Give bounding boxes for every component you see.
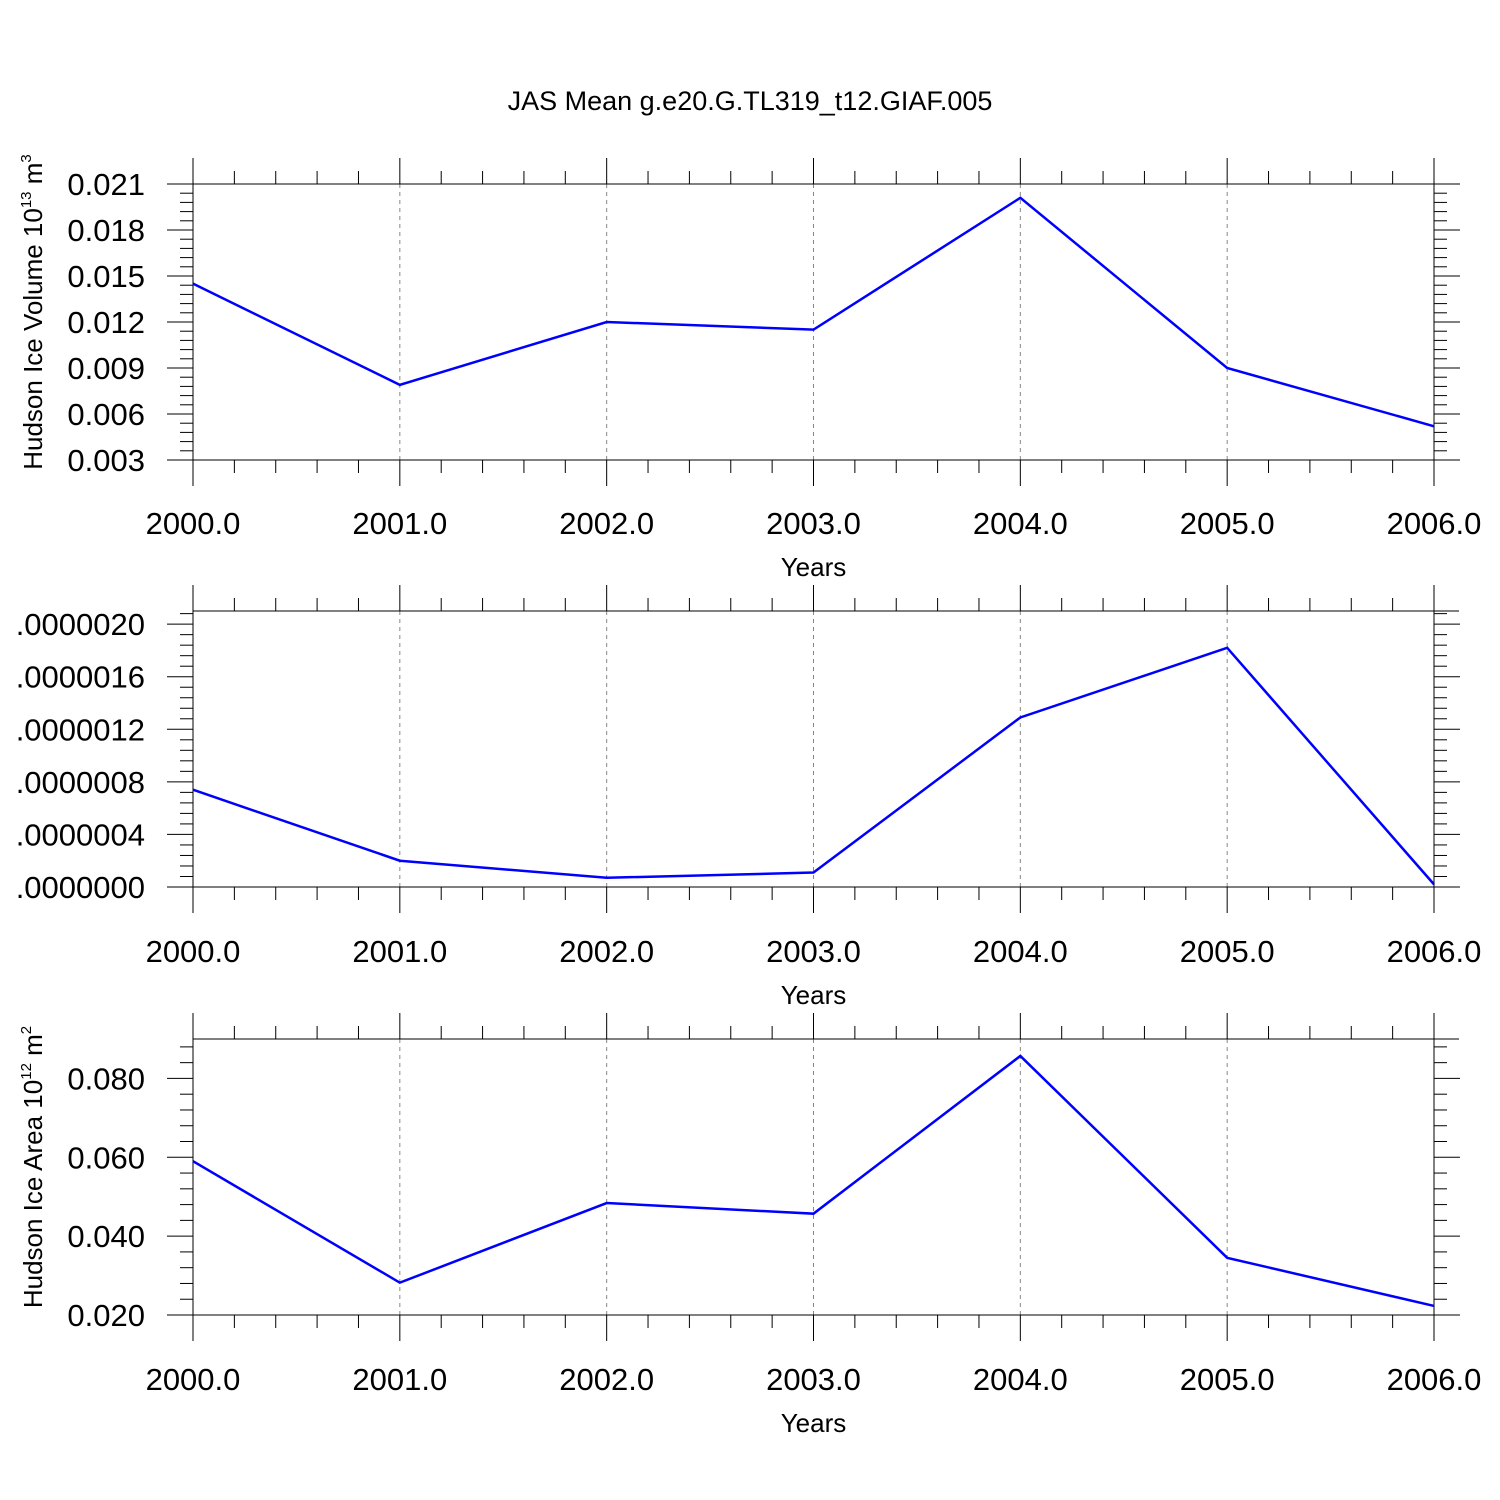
x-tick-label: 2003.0 [766,506,861,541]
x-tick-label: 2004.0 [973,1362,1068,1397]
series-line [192,1054,1435,1308]
page-title: JAS Mean g.e20.G.TL319_t12.GIAF.005 [507,86,993,116]
x-tick-label: 2006.0 [1387,1362,1482,1397]
x-axis-title: Years [781,980,847,1010]
y-tick-label: 0.018 [67,213,145,248]
y-tick-label: 0.060 [67,1140,145,1175]
y-tick-label: .0000016 [16,660,145,695]
y-tick-label: 0.015 [67,259,145,294]
x-tick-label: 2001.0 [352,506,447,541]
y-tick-label: .0000004 [16,817,145,852]
x-tick-label: 2002.0 [559,1362,654,1397]
y-tick-label: .0000008 [16,765,145,800]
y-tick-label: 0.040 [67,1219,145,1254]
x-axis-title: Years [781,1408,847,1438]
x-tick-label: 2003.0 [766,934,861,969]
x-tick-label: 2001.0 [352,934,447,969]
y-tick-label: 0.021 [67,167,145,202]
y-axis-title: Hudson Ice Volume 1013 m3 [18,154,48,470]
y-tick-label: 0.006 [67,397,145,432]
y-tick-label: .0000012 [16,712,145,747]
chart-panel-1: 2000.0 2001.0 2002.0 2003.0 2004.0 2005.0 2006… [18,154,1481,582]
y-tick-label: 0.009 [67,351,145,386]
y-tick-label: .0000020 [16,607,145,642]
y-tick-label: 0.003 [67,443,145,478]
x-tick-label: 2004.0 [973,506,1068,541]
series-line [192,646,1435,886]
y-tick-label: 0.012 [67,305,145,340]
y-tick-label: 0.020 [67,1298,145,1333]
x-axis-title: Years [781,552,847,582]
x-tick-label: 2001.0 [352,1362,447,1397]
x-tick-label: 2000.0 [146,934,241,969]
x-tick-label: 2006.0 [1387,934,1482,969]
x-tick-label: 2006.0 [1387,506,1482,541]
series-line [192,196,1435,428]
x-tick-label: 2000.0 [146,1362,241,1397]
chart-panel-3: 2000.0 2001.0 2002.0 2003.0 2004.0 2005.0 2006… [18,1013,1481,1438]
x-tick-label: 2002.0 [559,934,654,969]
y-tick-label: .0000000 [16,870,145,905]
x-tick-label: 2002.0 [559,506,654,541]
chart-panel-2: 2000.0 2001.0 2002.0 2003.0 2004.0 2005.0 2006… [16,585,1482,1010]
x-tick-label: 2005.0 [1180,506,1275,541]
x-tick-label: 2000.0 [146,506,241,541]
y-tick-label: 0.080 [67,1061,145,1096]
x-tick-label: 2004.0 [973,934,1068,969]
x-tick-label: 2005.0 [1180,934,1275,969]
x-tick-label: 2003.0 [766,1362,861,1397]
x-tick-label: 2005.0 [1180,1362,1275,1397]
y-axis-title: Hudson Ice Area 1012 m2 [18,1026,48,1308]
